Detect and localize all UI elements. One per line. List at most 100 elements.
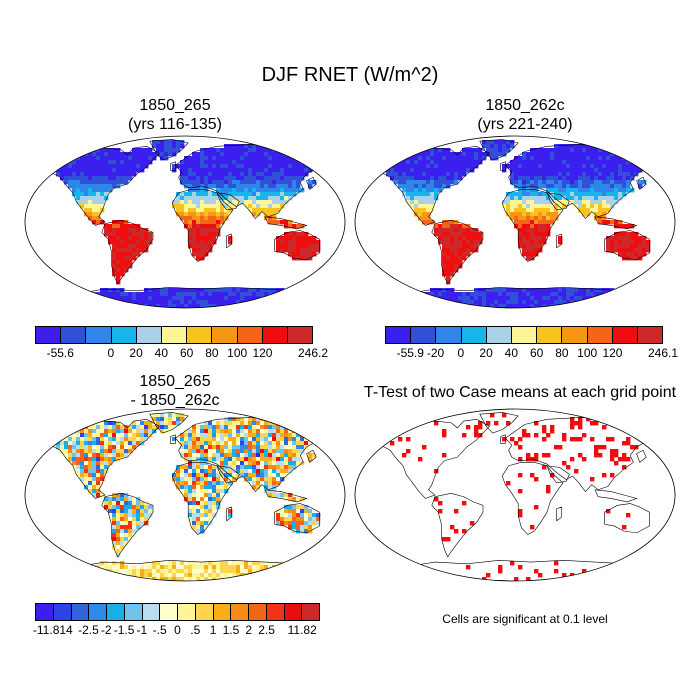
grid-cell [562, 184, 567, 189]
grid-cell [248, 433, 253, 438]
grid-cell [264, 180, 269, 185]
grid-cell [128, 232, 133, 237]
grid-cell [422, 192, 427, 197]
grid-cell [188, 453, 193, 458]
grid-cell [208, 449, 213, 454]
grid-cell [276, 561, 281, 566]
grid-cell [200, 200, 205, 205]
grid-cell [296, 421, 301, 426]
grid-cell [618, 152, 623, 157]
grid-cell [48, 441, 53, 446]
grid-cell [120, 268, 125, 273]
grid-cell [530, 288, 535, 293]
grid-cell [252, 477, 257, 482]
grid-cell [610, 168, 615, 173]
grid-cell [260, 445, 265, 450]
grid-cell [300, 172, 305, 177]
grid-cell [72, 569, 77, 574]
grid-cell [550, 212, 555, 217]
grid-cell [418, 300, 423, 305]
grid-cell [296, 188, 301, 193]
grid-cell [252, 445, 257, 450]
grid-cell [196, 497, 201, 502]
grid-cell [534, 180, 539, 185]
grid-cell [92, 300, 97, 305]
grid-cell [304, 296, 309, 301]
grid-cell [200, 429, 205, 434]
grid-cell [216, 292, 221, 297]
grid-cell [450, 152, 455, 157]
grid-cell [426, 196, 431, 201]
grid-cell [212, 176, 217, 181]
grid-cell [602, 445, 607, 450]
grid-cell [124, 220, 129, 225]
grid-cell [128, 176, 133, 181]
grid-cell [76, 184, 81, 189]
grid-cell [56, 425, 61, 430]
coastline-southAmerica [101, 492, 154, 558]
grid-cell [180, 481, 185, 486]
grid-cell [136, 525, 141, 530]
grid-cell [224, 429, 229, 434]
grid-cell [244, 477, 249, 482]
grid-cell [252, 180, 257, 185]
grid-cell [188, 232, 193, 237]
grid-cell [332, 260, 337, 265]
grid-cell [204, 176, 209, 181]
grid-cell [212, 196, 217, 201]
grid-cell [180, 473, 185, 478]
grid-cell [586, 152, 591, 157]
grid-cell [128, 260, 133, 265]
grid-cell [574, 288, 579, 293]
grid-cell [132, 425, 137, 430]
grid-cell [638, 168, 643, 173]
grid-cell [454, 232, 459, 237]
grid-cell [144, 160, 149, 165]
grid-cell [574, 292, 579, 297]
grid-cell [44, 433, 49, 438]
grid-cell [426, 188, 431, 193]
grid-cell [494, 140, 499, 145]
coastline-northAmerica [367, 419, 490, 499]
grid-cell [148, 232, 153, 237]
grid-cell [610, 457, 615, 462]
grid-cell [208, 156, 213, 161]
grid-cell [200, 501, 205, 506]
grid-cell [240, 192, 245, 197]
grid-cell [204, 569, 209, 574]
grid-cell [316, 164, 321, 169]
grid-cell [240, 457, 245, 462]
grid-cell [180, 445, 185, 450]
grid-cell [280, 441, 285, 446]
grid-cell [626, 164, 631, 169]
grid-cell [228, 481, 233, 486]
grid-cell [264, 184, 269, 189]
grid-cell [208, 517, 213, 522]
grid-cell [196, 228, 201, 233]
grid-cell [550, 473, 555, 478]
colorbar-tick-label: .5 [190, 623, 201, 637]
grid-cell [276, 164, 281, 169]
grid-cell [308, 244, 313, 249]
grid-cell [280, 573, 285, 578]
grid-cell [72, 184, 77, 189]
grid-cell [88, 453, 93, 458]
grid-cell [244, 172, 249, 177]
grid-cell [152, 429, 157, 434]
grid-cell [328, 533, 333, 538]
grid-cell [522, 152, 527, 157]
grid-cell [268, 489, 273, 494]
grid-cell [196, 188, 201, 193]
grid-cell [574, 196, 579, 201]
grid-cell [634, 252, 639, 257]
grid-cell [84, 461, 89, 466]
grid-cell [506, 192, 511, 197]
grid-cell [630, 172, 635, 177]
grid-cell [160, 304, 165, 308]
grid-cell [92, 461, 97, 466]
grid-cell [474, 300, 479, 305]
grid-cell [192, 196, 197, 201]
grid-cell [490, 413, 495, 418]
grid-cell [280, 437, 285, 442]
grid-cell [402, 152, 407, 157]
